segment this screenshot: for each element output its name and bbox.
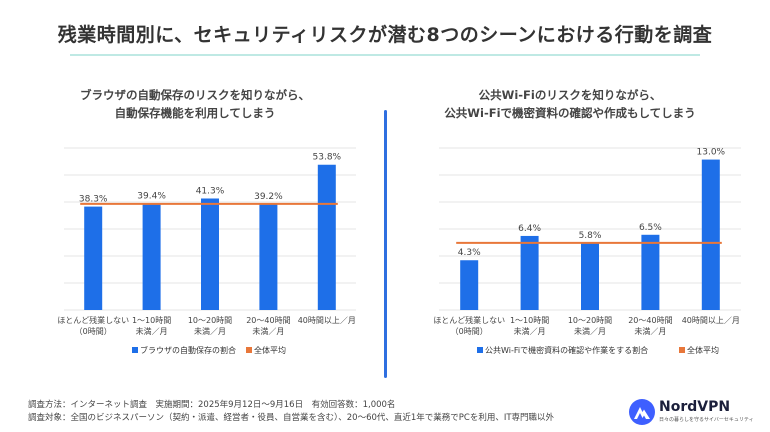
- footer-method: 調査方法：インターネット調査 実施期間：2025年9月12日～9月16日 有効回…: [28, 400, 396, 410]
- legend-swatch: [132, 347, 138, 353]
- nordvpn-mountain-icon: [629, 399, 655, 425]
- bar-value-label: 6.5%: [639, 223, 662, 233]
- footer-target: 調査対象：全国のビジネスパーソン（契約・派遣、経営者・役員、自営業を含む）、20…: [28, 413, 555, 423]
- page-title: 残業時間別に、セキュリティリスクが潜む8つのシーンにおける行動を調査: [57, 24, 713, 46]
- x-tick-label: （0時間）: [75, 327, 112, 336]
- chart2-title: 公共Wi-Fiのリスクを知りながら、 公共Wi-Fiで機密資料の確認や作成もして…: [405, 86, 735, 122]
- x-tick-label: 未満／月: [514, 326, 546, 336]
- x-tick-label: 10～20時間: [568, 316, 612, 325]
- logo-name: NordVPN: [659, 399, 731, 415]
- legend-label: 全体平均: [687, 345, 719, 355]
- chart1-title-line1: ブラウザの自動保存のリスクを知りながら、: [80, 88, 310, 102]
- x-tick-label: 20～40時間: [628, 316, 672, 325]
- bar: [581, 242, 599, 310]
- legend-swatch: [477, 347, 483, 353]
- chart1-svg: 38.3%ほとんど残業しない（0時間）39.4%1～10時間未満／月41.3%1…: [57, 147, 356, 355]
- bar: [142, 203, 161, 310]
- title-underline: [70, 54, 700, 56]
- bar: [201, 198, 219, 310]
- x-tick-label: 20～40時間: [246, 316, 290, 325]
- x-tick-label: 10～20時間: [188, 316, 232, 325]
- x-tick-label: 未満／月: [574, 326, 606, 336]
- bar-value-label: 4.3%: [458, 248, 481, 258]
- legend-label: 全体平均: [254, 345, 286, 355]
- chart1-title-line2: 自動保存機能を利用してしまう: [114, 106, 276, 120]
- x-tick-label: 40時間以上／月: [298, 316, 356, 325]
- bar: [317, 164, 336, 310]
- bar-value-label: 38.3%: [79, 195, 108, 205]
- legend-swatch: [679, 347, 685, 353]
- x-tick-label: 未満／月: [194, 326, 226, 336]
- bar-value-label: 39.2%: [254, 192, 283, 202]
- x-tick-label: 未満／月: [634, 326, 666, 336]
- bar-value-label: 5.8%: [579, 231, 602, 241]
- x-tick-label: 未満／月: [252, 326, 284, 336]
- bar-value-label: 13.0%: [697, 148, 726, 158]
- bar: [84, 206, 103, 310]
- chart-divider: [384, 110, 387, 378]
- nordvpn-logo: NordVPN 日々の暮らしを守るサイバーセキュリティ: [628, 398, 754, 426]
- chart1-title: ブラウザの自動保存のリスクを知りながら、 自動保存機能を利用してしまう: [30, 86, 360, 122]
- bar-value-label: 6.4%: [518, 224, 541, 234]
- survey-footer: 調査方法：インターネット調査 実施期間：2025年9月12日～9月16日 有効回…: [28, 399, 554, 425]
- bar-value-label: 41.3%: [196, 186, 225, 196]
- x-tick-label: ほとんど残業しない: [57, 315, 129, 325]
- bar: [460, 260, 479, 310]
- x-tick-label: 40時間以上／月: [682, 316, 740, 325]
- bar-value-label: 53.8%: [313, 153, 342, 163]
- legend-swatch: [246, 347, 252, 353]
- legend-label: ブラウザの自動保存の割合: [140, 345, 236, 355]
- x-tick-label: （0時間）: [451, 327, 488, 336]
- legend-label: 公共Wi-Fiで機密資料の確認や作業をする割合: [485, 345, 648, 355]
- chart2-title-line2: 公共Wi-Fiで機密資料の確認や作成もしてしまう: [444, 106, 696, 120]
- x-tick-label: ほとんど残業しない: [433, 315, 505, 325]
- bar: [259, 204, 278, 310]
- bar-value-label: 39.4%: [137, 192, 166, 202]
- logo-tagline: 日々の暮らしを守るサイバーセキュリティ: [659, 417, 754, 423]
- x-tick-label: 1～10時間: [510, 316, 549, 325]
- chart2-svg: 4.3%ほとんど残業しない（0時間）6.4%1～10時間未満／月5.8%10～2…: [433, 147, 741, 355]
- bar: [520, 235, 539, 310]
- x-tick-label: 未満／月: [136, 326, 168, 336]
- chart2-title-line1: 公共Wi-Fiのリスクを知りながら、: [478, 88, 662, 102]
- bar: [701, 159, 720, 310]
- bar: [641, 234, 660, 310]
- x-tick-label: 1～10時間: [132, 316, 171, 325]
